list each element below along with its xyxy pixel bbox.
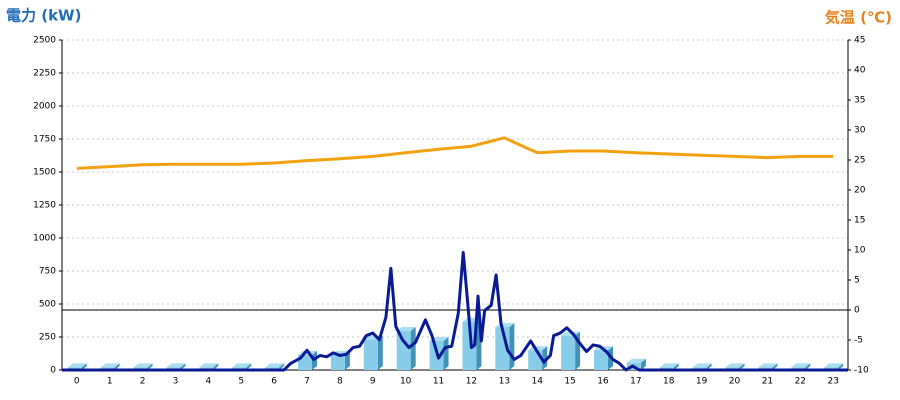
bar-top: [396, 327, 416, 332]
y2-tick-label: 0: [854, 306, 860, 316]
x-tick-label: 0: [74, 377, 80, 387]
y-tick-label: 2500: [33, 36, 56, 46]
x-tick-label: 16: [597, 377, 609, 387]
bar-top: [166, 363, 186, 368]
bar-top: [791, 363, 811, 368]
y-tick-label: 250: [39, 333, 56, 343]
bar-side: [706, 363, 712, 370]
y2-tick-label: 45: [854, 36, 865, 46]
x-tick-label: 15: [564, 377, 575, 387]
bar-top: [265, 363, 285, 368]
y-tick-label: 1000: [33, 234, 56, 244]
x-tick-label: 8: [337, 377, 343, 387]
y-tick-label: 1250: [33, 201, 56, 211]
bar: [593, 350, 608, 370]
x-tick-label: 10: [400, 377, 412, 387]
y-tick-label: 750: [39, 267, 56, 277]
bar: [528, 350, 543, 370]
x-tick-label: 21: [762, 377, 773, 387]
x-tick-label: 23: [827, 377, 838, 387]
x-tick-label: 18: [663, 377, 675, 387]
bar-side: [640, 358, 646, 370]
x-tick-label: 9: [370, 377, 376, 387]
bar-top: [199, 363, 219, 368]
bar: [396, 331, 411, 370]
y2-tick-label: 25: [854, 156, 865, 166]
bar-side: [180, 363, 186, 370]
x-tick-label: 20: [729, 377, 741, 387]
bar-top: [133, 363, 153, 368]
x-tick-label: 3: [173, 377, 179, 387]
bar: [363, 339, 378, 370]
x-tick-label: 12: [466, 377, 477, 387]
x-tick-label: 19: [696, 377, 708, 387]
y2-tick-label: 20: [854, 186, 866, 196]
bar-side: [739, 363, 745, 370]
bar-side: [213, 363, 219, 370]
bar: [462, 321, 477, 370]
y-tick-label: 2000: [33, 102, 56, 112]
y2-tick-label: -10: [854, 366, 869, 376]
bar-side: [246, 363, 252, 370]
bar-top: [232, 363, 252, 368]
bar-top: [626, 358, 646, 363]
y2-axis-title: 気温 (℃): [825, 9, 892, 27]
power-line: [62, 251, 848, 372]
x-tick-label: 22: [795, 377, 806, 387]
bar-side: [838, 363, 844, 370]
y2-tick-label: 10: [854, 246, 866, 256]
y2-tick-label: 15: [854, 216, 865, 226]
bar-top: [824, 363, 844, 368]
bar-side: [509, 323, 515, 370]
x-tick-label: 5: [238, 377, 244, 387]
bar-top: [758, 363, 778, 368]
y2-tick-label: 5: [854, 276, 860, 286]
y-tick-label: 500: [39, 300, 56, 310]
bar-side: [542, 346, 548, 370]
bar-top: [67, 363, 87, 368]
bar-side: [805, 363, 811, 370]
y-tick-label: 0: [50, 366, 56, 376]
bar-top: [692, 363, 712, 368]
bar-side: [114, 363, 120, 370]
x-tick-label: 1: [107, 377, 113, 387]
x-tick-label: 4: [205, 377, 211, 387]
x-tick-label: 13: [499, 377, 510, 387]
bar-top: [659, 363, 679, 368]
bar-side: [377, 335, 383, 370]
y2-tick-label: 30: [854, 126, 866, 136]
y-tick-label: 1500: [33, 168, 56, 178]
bar: [561, 335, 576, 370]
y2-tick-label: 40: [854, 66, 866, 76]
x-tick-label: 17: [630, 377, 641, 387]
y2-tick-label: -5: [854, 336, 863, 346]
x-tick-label: 11: [433, 377, 444, 387]
bar-side: [443, 336, 449, 370]
x-tick-label: 2: [140, 377, 146, 387]
bar-side: [410, 327, 416, 370]
x-tick-label: 14: [531, 377, 543, 387]
bar: [330, 354, 345, 370]
temperature-line: [76, 136, 834, 170]
bar-side: [279, 363, 285, 370]
y-tick-label: 1750: [33, 135, 56, 145]
x-tick-label: 6: [271, 377, 277, 387]
bar-side: [772, 363, 778, 370]
y-axis-title: 電力 (kW): [6, 7, 81, 25]
bar-top: [100, 363, 120, 368]
bar-side: [81, 363, 87, 370]
bar-top: [725, 363, 745, 368]
bar-side: [673, 363, 679, 370]
y-tick-label: 2250: [33, 69, 56, 79]
y2-tick-label: 35: [854, 96, 865, 106]
bar-side: [147, 363, 153, 370]
x-tick-label: 7: [304, 377, 310, 387]
